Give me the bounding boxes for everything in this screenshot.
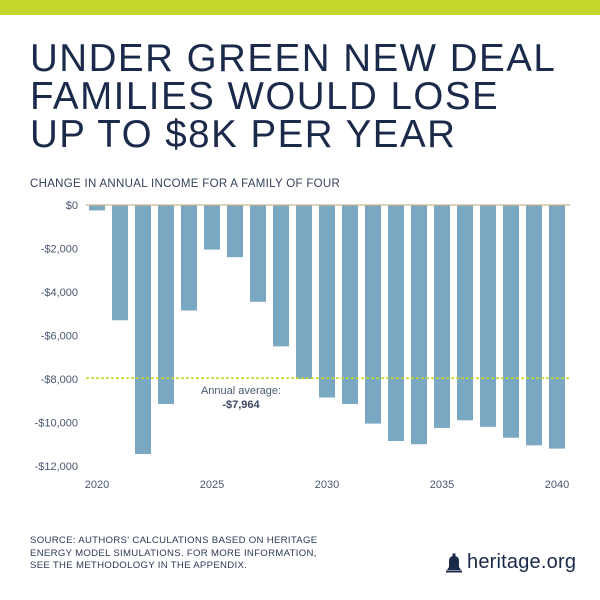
bar: [273, 205, 289, 347]
bar: [250, 205, 266, 302]
source-line: SEE THE METHODOLOGY IN THE APPENDIX.: [30, 560, 248, 571]
bar: [526, 205, 542, 446]
bar: [135, 205, 151, 455]
bar: [388, 205, 404, 441]
bar: [457, 205, 473, 421]
bar-chart: $0 -$2,000 -$4,000 -$6,000 -$8,000 -$10,000 -$…: [35, 200, 570, 491]
bar: [503, 205, 519, 438]
bar: [365, 205, 381, 424]
bar: [204, 205, 220, 250]
bell-icon: [446, 553, 462, 572]
x-tick-label: 2025: [200, 479, 224, 491]
chart-title: CHANGE IN ANNUAL INCOME FOR A FAMILY OF …: [30, 178, 341, 190]
x-tick-label: 2020: [85, 479, 109, 491]
brand-logo[interactable]: heritage.org: [445, 551, 576, 574]
y-tick-label: -$2,000: [41, 244, 78, 256]
brand-name: heritage.org: [467, 551, 577, 573]
y-tick-label: -$12,000: [35, 461, 78, 473]
bar: [181, 205, 197, 311]
bar: [89, 205, 105, 211]
bar: [480, 205, 496, 427]
bar: [434, 205, 450, 428]
average-annotation-label: Annual average:: [201, 385, 281, 397]
bar: [319, 205, 335, 398]
y-tick-label: -$4,000: [41, 287, 78, 299]
top-accent-bar: [0, 0, 600, 15]
bar: [158, 205, 174, 405]
bar: [411, 205, 427, 445]
x-tick-label: 2040: [545, 479, 569, 491]
average-annotation-value: -$7,964: [222, 399, 260, 411]
bar: [296, 205, 312, 379]
y-tick-label: -$8,000: [41, 374, 78, 386]
annotation-background: [191, 382, 291, 413]
y-tick-label: -$10,000: [35, 418, 78, 430]
bar: [342, 205, 358, 405]
bar: [549, 205, 565, 449]
source-line: SOURCE: AUTHORS' CALCULATIONS BASED ON H…: [30, 535, 318, 546]
headline-line: UP TO $8K PER YEAR: [30, 113, 457, 156]
page-title: UNDER GREEN NEW DEAL FAMILIES WOULD LOSE…: [30, 37, 590, 156]
source-note: SOURCE: AUTHORS' CALCULATIONS BASED ON H…: [30, 535, 360, 573]
x-tick-label: 2035: [430, 479, 454, 491]
headline-line: UNDER GREEN NEW DEAL: [30, 37, 557, 80]
headline-line: FAMILIES WOULD LOSE: [30, 75, 500, 118]
x-tick-label: 2030: [315, 479, 339, 491]
bar: [227, 205, 243, 258]
bar: [112, 205, 128, 321]
y-tick-label: -$6,000: [41, 331, 78, 343]
y-tick-label: $0: [66, 200, 78, 212]
source-line: ENERGY MODEL SIMULATIONS. FOR MORE INFOR…: [30, 547, 317, 559]
